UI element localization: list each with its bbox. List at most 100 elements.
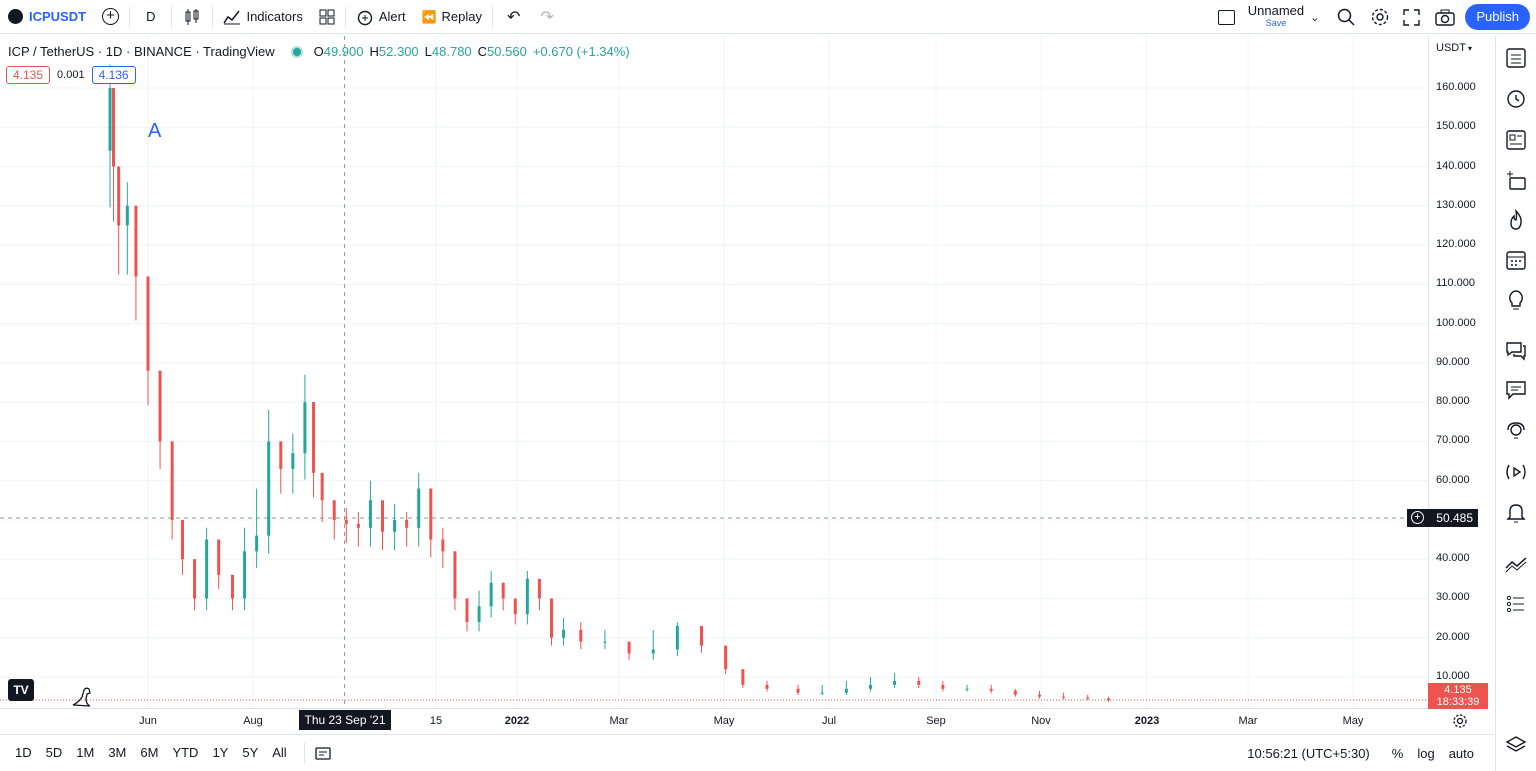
range-button-5y[interactable]: 5Y [242,745,259,760]
undo-button[interactable]: ↶ [495,0,532,34]
text-drawing[interactable]: A [148,120,162,142]
time-tick-label: 2022 [504,715,530,727]
goto-date-icon[interactable] [315,746,331,760]
price-axis[interactable]: 160.000 150.000 140.000 130.000 120.000 110.0… [1428,36,1494,708]
alert-button[interactable]: Alert [348,0,414,34]
ideas-lightbulb-icon[interactable] [1504,288,1528,312]
hotlist-flame-icon[interactable] [1504,208,1528,232]
candle-body [537,578,541,599]
layers-icon[interactable] [1504,733,1528,757]
range-button-5d[interactable]: 5D [45,745,63,760]
chart-pane[interactable] [0,36,1428,708]
candle-body [477,606,481,623]
legend-title[interactable]: ICP / TetherUS · 1D · BINANCE · TradingV… [8,44,275,59]
candle-body [180,519,184,560]
tradingview-logo-icon[interactable]: TV [8,679,34,701]
range-button-ytd[interactable]: YTD [172,745,199,760]
layout-name-button[interactable]: Unnamed Save [1248,4,1304,29]
crosshair-price-value: 50.485 [1436,511,1473,525]
redo-button[interactable]: ↷ [532,0,561,34]
price-chart[interactable] [0,36,1428,708]
layout-icon[interactable] [1217,9,1235,25]
clock[interactable]: 10:56:21 (UTC+5:30) [1247,745,1370,761]
comments-icon[interactable] [1504,378,1528,402]
chart-settings-gear-icon[interactable] [1452,713,1468,729]
compare-button[interactable]: + [94,0,127,34]
streams-lightbulb-icon[interactable] [1504,420,1528,444]
notification-bell-icon[interactable] [1504,500,1528,524]
watchlist-icon[interactable] [1504,46,1528,70]
range-button-1y[interactable]: 1Y [212,745,229,760]
add-list-icon[interactable] [1504,168,1528,192]
camera-icon[interactable] [1435,9,1456,26]
toolbar-right: Unnamed Save ⌄ Publish [1217,0,1530,34]
crosshair-price-label: + 50.485 [1407,509,1478,527]
range-button-3m[interactable]: 3M [108,745,127,760]
search-icon[interactable] [1337,8,1355,26]
date-range-buttons: 1D 5D 1M 3M 6M YTD 1Y 5Y All [8,745,294,760]
candle-body [1062,696,1066,698]
indicators-label: Indicators [246,9,303,24]
auto-toggle[interactable]: auto [1448,745,1474,761]
currency-label: USDT [1436,42,1466,54]
chevron-down-icon[interactable]: ⌄ [1310,11,1320,24]
top-toolbar: ICPUSDT + D Indicators Alert ⏪ Replay ↶ … [0,0,1536,34]
time-tick-label: Jun [139,715,157,727]
interval-button[interactable]: D [132,0,169,34]
currency-selector[interactable]: USDT ▾ [1436,42,1472,54]
replay-button[interactable]: ⏪ Replay [414,0,490,34]
plus-circle-icon[interactable]: + [1411,511,1424,524]
publish-button[interactable]: Publish [1465,4,1530,30]
bottom-toolbar: 1D 5D 1M 3M 6M YTD 1Y 5Y All 10:56:21 (UTC+5:30)… [0,734,1494,770]
bottom-right-controls: 10:56:21 (UTC+5:30) % log auto [1233,735,1474,771]
templates-button[interactable] [311,0,343,34]
candle-body [549,598,553,638]
alarm-clock-icon[interactable] [1504,86,1528,110]
range-button-1d[interactable]: 1D [15,745,32,760]
buy-button[interactable]: 4.136 [91,66,136,84]
last-price-label: 4.135 18:33:39 [1428,683,1488,709]
broadcast-play-icon[interactable] [1504,460,1528,484]
fullscreen-icon[interactable] [1403,8,1421,26]
candle-body [117,166,121,226]
candle-body [217,539,221,575]
price-tick-label: 100.000 [1436,316,1476,329]
range-button-1m[interactable]: 1M [76,745,95,760]
gear-icon[interactable] [1370,7,1390,27]
chats-icon[interactable] [1504,338,1528,362]
object-tree-icon[interactable] [1504,592,1528,616]
price-tick-label: 40.000 [1436,552,1470,565]
icp-logo-icon [8,9,23,24]
trend-chart-icon[interactable] [1504,552,1528,576]
calendar-icon[interactable] [1504,248,1528,272]
candle-body [965,688,969,690]
spread-value: 0.001 [57,69,85,81]
news-icon[interactable] [1504,128,1528,152]
candle-body [844,688,848,693]
layout-save-label: Save [1265,18,1287,28]
chart-type-button[interactable] [174,0,210,34]
candle-body [820,692,824,694]
percent-toggle[interactable]: % [1391,745,1404,761]
candles-icon [185,8,199,25]
plus-circle-icon: + [102,8,120,25]
high-label: H [369,44,379,59]
symbol-search[interactable]: ICPUSDT [0,0,94,34]
price-tick-label: 90.000 [1436,355,1470,368]
market-open-dot [292,47,301,56]
indicators-button[interactable]: Indicators [215,0,310,34]
sell-button[interactable]: 4.135 [6,66,51,84]
price-tick-label: 20.000 [1436,630,1470,643]
time-axis[interactable]: Jun Aug 15 2022 Mar May Jul Sep Nov 2023 Mar May [0,708,1428,734]
candle-body [651,649,655,654]
divider [212,6,214,27]
log-toggle[interactable]: log [1417,745,1435,761]
candle-body [332,500,336,520]
range-button-6m[interactable]: 6M [140,745,159,760]
candle-body [243,551,247,599]
candle-body [320,472,324,501]
range-button-all[interactable]: All [272,745,287,760]
time-tick-label: Nov [1031,715,1051,727]
undo-icon: ↶ [506,8,521,26]
indicators-icon [223,10,241,24]
